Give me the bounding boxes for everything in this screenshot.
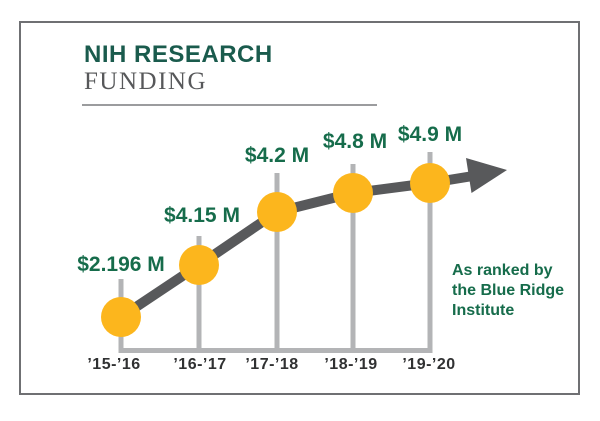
data-value-label-16-17: $4.15 M bbox=[164, 204, 240, 227]
chart-title: NIH RESEARCH bbox=[84, 41, 273, 68]
x-tick-label-19-20: ’19-’20 bbox=[402, 356, 456, 373]
data-value-label-17-18: $4.2 M bbox=[244, 144, 310, 167]
data-value-label-15-16: $2.196 M bbox=[77, 253, 165, 276]
chart-subtitle: FUNDING bbox=[84, 68, 207, 95]
attribution-line-2: the Blue Ridge bbox=[452, 282, 565, 299]
x-tick-label-17-18: ’17-’18 bbox=[245, 356, 299, 373]
attribution-line-3: Institute bbox=[452, 302, 515, 319]
data-value-label-18-19: $4.8 M bbox=[322, 130, 388, 153]
source-attribution: As ranked by the Blue Ridge Institute bbox=[452, 261, 564, 321]
x-tick-label-18-19: ’18-’19 bbox=[324, 356, 378, 373]
data-value-label-19-20: $4.9 M bbox=[397, 123, 463, 146]
x-tick-label-15-16: ’15-’16 bbox=[87, 356, 141, 373]
x-tick-label-16-17: ’16-’17 bbox=[173, 356, 227, 373]
title-divider bbox=[82, 104, 377, 106]
attribution-line-1: As ranked by bbox=[452, 262, 553, 279]
